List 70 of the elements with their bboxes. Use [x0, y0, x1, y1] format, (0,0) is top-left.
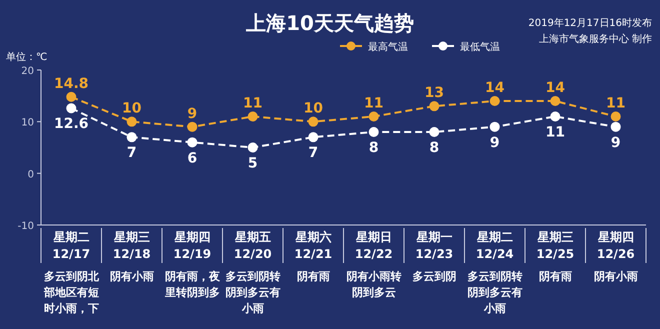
data-label: 11	[243, 96, 262, 112]
text: 阴有雨，夜里转阴到多	[164, 270, 221, 299]
point	[610, 122, 621, 132]
data-label: 11	[364, 96, 384, 112]
x-tick-label: 星期六 12/21	[294, 230, 332, 261]
point	[610, 112, 621, 122]
data-label: 11	[606, 96, 626, 112]
point	[248, 142, 258, 152]
text: 上海市气象服务中心 制作	[538, 33, 652, 45]
point	[368, 112, 379, 122]
x-tick-label: 星期四 12/19	[173, 230, 212, 261]
text: 阴有小雨	[110, 270, 154, 283]
chart-title: 上海10天天气趋势	[245, 11, 414, 35]
point	[308, 132, 318, 142]
text: 阴有雨	[538, 270, 572, 283]
text: 2019年12月17日16时发布	[528, 17, 652, 29]
point	[187, 122, 198, 132]
point	[429, 101, 440, 112]
point	[490, 122, 500, 132]
y-tick-label: 20	[21, 66, 34, 77]
text: 多云到阴	[412, 270, 456, 283]
data-label: 10	[304, 100, 324, 117]
point	[248, 112, 258, 122]
y-tick-label: -10	[18, 221, 34, 232]
data-label: 7	[308, 145, 318, 162]
data-label: 14	[485, 80, 505, 96]
data-label: 9	[490, 134, 500, 151]
data-label: 8	[429, 140, 440, 156]
text: 多云到阴北部地区有短时小雨，下	[42, 270, 100, 315]
data-label: 11	[546, 124, 565, 140]
x-tick-label: 星期四 12/26	[596, 230, 635, 261]
x-tick-label: 星期二 12/24	[476, 230, 514, 261]
y-tick-label: 10	[21, 118, 34, 129]
point	[126, 132, 137, 142]
x-tick-label: 星期二 12/17	[52, 230, 90, 261]
data-label: 9	[610, 134, 621, 151]
data-label: 14	[546, 80, 566, 96]
y-tick-label: 0	[28, 169, 34, 180]
data-label: 12.6	[54, 116, 89, 132]
data-label: 9	[187, 106, 198, 122]
x-tick-label: 星期一 12/23	[415, 230, 454, 261]
point	[308, 116, 318, 127]
data-label: 5	[248, 156, 258, 172]
data-label: 6	[187, 150, 198, 166]
text: 阴有小雨	[594, 270, 638, 283]
x-tick-label: 星期日 12/22	[354, 230, 393, 261]
legend-label: 最高气温	[368, 41, 408, 53]
x-tick-label: 星期五 12/20	[234, 230, 272, 261]
data-label: 14.8	[54, 76, 89, 92]
text: 阴有小雨转阴到多云	[346, 270, 402, 299]
point	[368, 127, 379, 137]
data-label: 8	[368, 140, 379, 156]
point	[429, 127, 440, 137]
point	[550, 112, 560, 122]
data-label: 10	[122, 100, 142, 117]
point	[126, 116, 137, 127]
data-label: 13	[424, 85, 444, 102]
text: 多云到阴转阴到多云有小雨	[225, 270, 280, 315]
legend-label: 最低气温	[460, 41, 500, 53]
point	[187, 137, 198, 148]
point	[550, 96, 560, 106]
x-tick-label: 星期三 12/25	[536, 230, 574, 261]
text: 多云到阴转阴到多云有小雨	[467, 270, 522, 315]
y-axis-title: 单位：℃	[6, 51, 48, 63]
point	[66, 92, 76, 102]
point	[66, 103, 76, 114]
text: 阴有雨	[296, 270, 330, 283]
point	[490, 96, 500, 106]
data-label: 7	[126, 145, 137, 162]
x-tick-label: 星期三 12/18	[112, 230, 151, 261]
